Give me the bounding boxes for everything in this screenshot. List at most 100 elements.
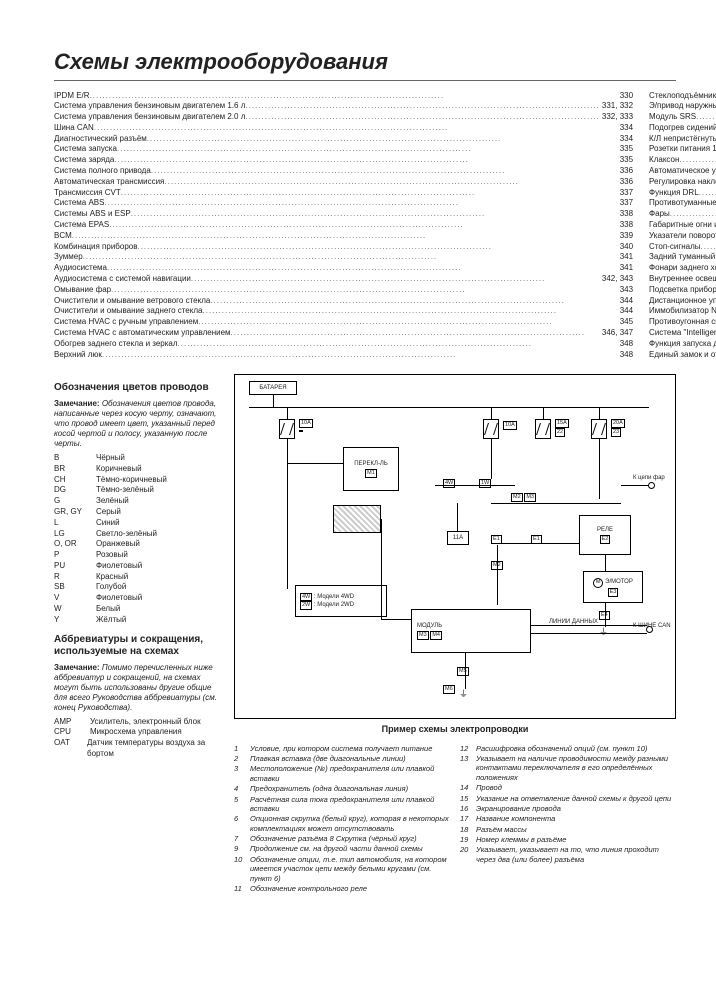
toc-label: Автоматическое управление наружным освещ… (649, 166, 716, 177)
toc-row: Противоугонная сигнализация362 (649, 317, 716, 328)
diagram-line (491, 503, 621, 504)
color-row: GЗелёный (54, 496, 222, 507)
toc-label: Фонари заднего хода и система помощи при… (649, 263, 716, 274)
legend-row: 20Указывает, указывает на то, что линия … (460, 845, 676, 864)
toc-page: 338 (618, 220, 633, 231)
toc-label: К/Л непристёгнутых ремней безопасности (649, 134, 716, 145)
toc-label: Система EPAS (54, 220, 109, 231)
toc-label: Противоугонная сигнализация (649, 317, 716, 328)
toc-dots (231, 328, 600, 339)
color-name: Тёмно-коричневый (96, 475, 167, 486)
toc-row: Трансмиссия CVT337 (54, 188, 633, 199)
diagram-line (381, 619, 411, 620)
toc-label: Верхний люк (54, 350, 102, 361)
toc-label: Очистители и омывание заднего стекла (54, 306, 202, 317)
toc-label: Габаритные огни и освещение номерного зн… (649, 220, 716, 231)
diagram-line (599, 407, 600, 419)
color-row: WБелый (54, 604, 222, 615)
toc-dots (164, 177, 617, 188)
toc-page: 344 (618, 296, 633, 307)
toc-row: Очистители и омывание ветрового стекла34… (54, 296, 633, 307)
toc-label: IPDM E/R (54, 91, 90, 102)
diagram-marker: M5 (457, 667, 469, 676)
color-code: G (54, 496, 96, 507)
color-name: Фиолетовый (96, 593, 142, 604)
toc-row: Модуль SRS350 (649, 112, 716, 123)
toc-page: 341 (618, 252, 633, 263)
legend-right-column: 12Расшифровка обозначений опций (см. пун… (460, 744, 676, 895)
color-name: Голубой (96, 582, 126, 593)
color-code: PU (54, 561, 96, 572)
color-code: W (54, 604, 96, 615)
diagram-line (457, 503, 458, 531)
color-row: PUФиолетовый (54, 561, 222, 572)
toc-label: Зуммер (54, 252, 83, 263)
legend-row: 1Условие, при котором система получает п… (234, 744, 450, 753)
toc-row: BCM339 (54, 231, 633, 242)
toc-row: Подсветка приборов359, 360 (649, 285, 716, 296)
legend-row: 16Экранирование провода (460, 804, 676, 813)
legend-row: 11Обозначение контрольного реле (234, 884, 450, 893)
diagram-module: МОДУЛЬ M3 M4 (411, 609, 531, 653)
toc-dots (202, 306, 617, 317)
colors-note: Замечание: Обозначения цветов провода, н… (54, 399, 222, 449)
legend-number: 10 (234, 855, 250, 883)
diagram-line (605, 555, 606, 571)
toc-label: Система запуска (54, 144, 117, 155)
legend-number: 7 (234, 834, 250, 843)
fuse-label: 10A (503, 421, 517, 430)
toc-dots (147, 134, 618, 145)
legend-number: 3 (234, 764, 250, 783)
ground-icon: ⏚ (459, 689, 468, 700)
toc-dots (117, 144, 618, 155)
toc-label: Единый замок и отпирание двери задка (649, 350, 716, 361)
legend-row: 17Название компонента (460, 814, 676, 823)
toc-page: 332, 333 (600, 112, 633, 123)
toc-label: Стеклоподъёмники (649, 91, 716, 102)
toc-dots (111, 285, 618, 296)
color-row: YЖёлтый (54, 615, 222, 626)
toc-dots (191, 274, 600, 285)
legend-text: Продолжение см. на другой части данной с… (250, 844, 450, 853)
legend-number: 12 (460, 744, 476, 753)
diagram-line (287, 463, 343, 464)
color-row: CHТёмно-коричневый (54, 475, 222, 486)
toc-dots (701, 242, 716, 253)
legend-number: 14 (460, 783, 476, 792)
legend-row: 15Указание на ответвление данной схемы к… (460, 794, 676, 803)
diagram-fuse (483, 419, 499, 439)
color-row: DGТёмно-зелёный (54, 485, 222, 496)
toc-label: Задний туманный фонарь (649, 252, 716, 263)
toc-label: Комбинация приборов (54, 242, 137, 253)
toc-dots (83, 252, 618, 263)
toc-row: IPDM E/R330 (54, 91, 633, 102)
toc-page: 340 (618, 242, 633, 253)
toc-row: Фары354 (649, 209, 716, 220)
diagram-caption: Пример схемы электропроводки (234, 724, 676, 735)
toc-row: Система запуска335 (54, 144, 633, 155)
toc-dots (114, 155, 617, 166)
legend-text: Расчётная сила тока предохранителя или п… (250, 795, 450, 814)
toc-row: Система полного привода336 (54, 166, 633, 177)
diagram-line (381, 519, 382, 619)
color-code: DG (54, 485, 96, 496)
toc-label: Обогрев заднего стекла и зеркал (54, 339, 178, 350)
toc-label: Стоп-сигналы (649, 242, 700, 253)
left-column: Обозначения цветов проводов Замечание: О… (54, 374, 222, 894)
colors-heading: Обозначения цветов проводов (54, 382, 222, 395)
color-row: VФиолетовый (54, 593, 222, 604)
toc-row: Внутреннее освещение358 (649, 274, 716, 285)
legend-text: Обозначение разъёма 8 Скрутка (чёрный кр… (250, 834, 450, 843)
legend-text: Указывает, указывает на то, что линия пр… (476, 845, 676, 864)
legend-text: Расшифровка обозначений опций (см. пункт… (476, 744, 676, 753)
abbr-list: AMPУсилитель, электронный блокCPUМикросх… (54, 717, 222, 760)
toc-dots (72, 231, 618, 242)
diagram-line (531, 633, 647, 634)
toc-dots (198, 317, 618, 328)
toc-label: Аудиосистема (54, 263, 107, 274)
toc-row: Система заряда335 (54, 155, 633, 166)
toc-row: Розетки питания 12 В352 (649, 144, 716, 155)
color-name: Розовый (96, 550, 128, 561)
toc-dots (107, 263, 618, 274)
toc-label: Трансмиссия CVT (54, 188, 121, 199)
